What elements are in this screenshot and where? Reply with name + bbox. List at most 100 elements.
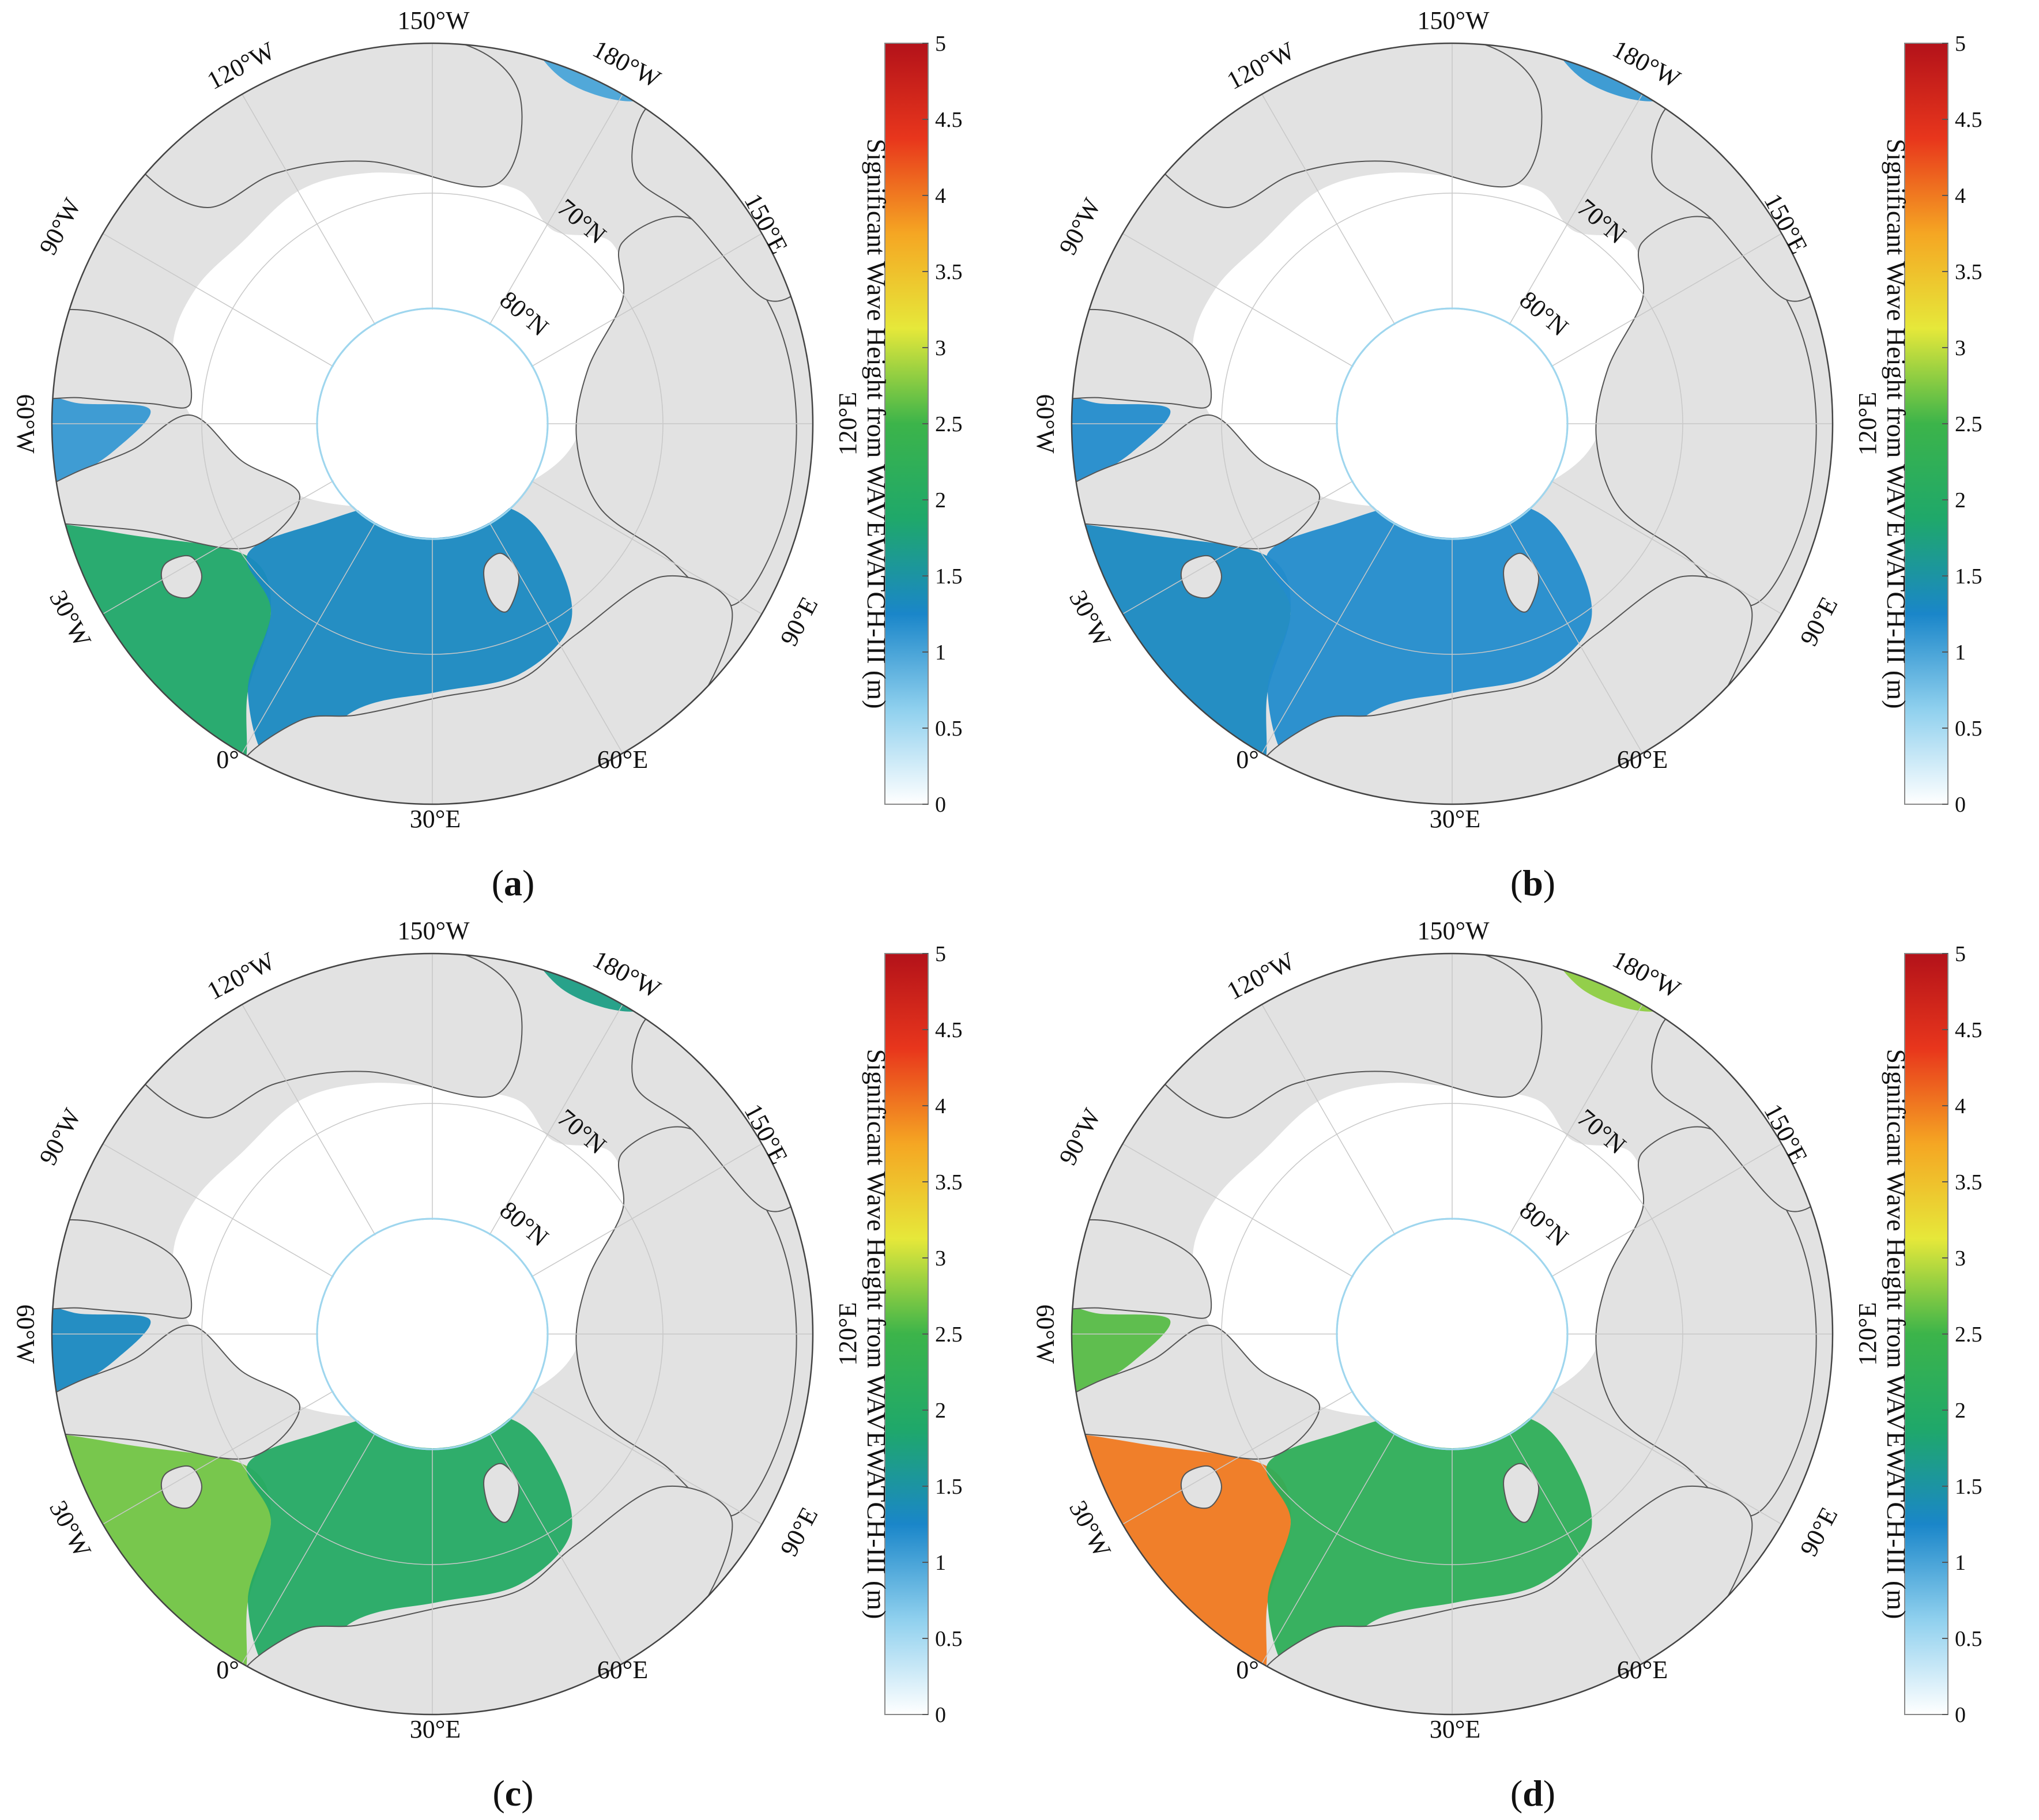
longitude-label: 30°E (410, 805, 461, 833)
colorbar-title: Significant Wave Height from WAVEWATCH-I… (1882, 139, 1911, 709)
wave-field-baffin (52, 392, 151, 495)
longitude-label: 90°W (33, 1103, 86, 1169)
longitude-label: 30°E (1430, 1715, 1480, 1743)
map-border (1071, 952, 1834, 1716)
island (160, 1465, 203, 1509)
longitude-label: 120°E (1853, 1302, 1882, 1366)
longitude-label: 90°E (775, 1502, 824, 1561)
longitude-label: 150°W (397, 917, 470, 945)
island (1180, 1465, 1223, 1509)
map-panel-a: 150°W 180°W 120°W 150°E 90°W 60°W 120°E 30°W 90°… (0, 0, 1019, 910)
landmass (1261, 575, 1753, 804)
colorbar-tick-label: 4 (935, 1094, 946, 1118)
longitude-label: 120°E (834, 1302, 862, 1366)
colorbar-tick-label: 5 (1955, 942, 1966, 966)
longitude-label: 60°W (12, 1304, 40, 1364)
wave-field-greenland-sea (52, 522, 271, 767)
wave-field-baffin (52, 1302, 151, 1405)
colorbar-tick-label: 2.5 (935, 1322, 963, 1347)
colorbar-tick-label: 0.5 (1955, 717, 1983, 741)
longitude-label: 30°W (44, 1496, 97, 1562)
colorbar-tick-label: 1.5 (1955, 564, 1983, 589)
colorbar-tick-label: 3 (935, 336, 946, 360)
map-panel-b: 150°W 180°W 120°W 150°E 90°W 60°W 120°E 30°W 90°… (1020, 0, 2039, 910)
longitude-label: 90°W (1053, 1103, 1106, 1169)
map-body (52, 43, 813, 804)
landmass (52, 1324, 301, 1460)
map-body (52, 954, 813, 1715)
longitude-label: 0° (216, 745, 239, 774)
colorbar-tick-label: 4 (1955, 1094, 1966, 1118)
map-panel-d: 150°W 180°W 120°W 150°E 90°W 60°W 120°E 30°W 90°… (1020, 910, 2039, 1820)
colorbar-tick-label: 3.5 (1955, 1170, 1983, 1195)
polar-cap (318, 310, 547, 538)
longitude-label: 30°E (1430, 805, 1480, 833)
island (1503, 552, 1540, 613)
colorbar (884, 953, 929, 1715)
panel-caption: (d) (1510, 1773, 1556, 1814)
colorbar-tick-label: 5 (935, 32, 946, 56)
landmass (52, 414, 301, 549)
colorbar-tick-label: 4.5 (1955, 1018, 1983, 1042)
map-panel-c: 150°W 180°W 120°W 150°E 90°W 60°W 120°E 30°W 90°… (0, 910, 1019, 1820)
colorbar-tick-label: 3.5 (935, 1170, 963, 1195)
colorbar (1904, 953, 1948, 1715)
wave-field-baffin (1072, 1302, 1171, 1405)
longitude-label: 60°E (1617, 1656, 1668, 1684)
colorbar-tick-label: 4.5 (935, 1018, 963, 1042)
panel-caption: (a) (491, 862, 535, 903)
map-border (51, 42, 814, 805)
colorbar-tick-label: 2 (1955, 1399, 1966, 1423)
parallel-70n (201, 193, 664, 655)
landmass (52, 308, 193, 409)
colorbar-tick-label: 0 (935, 1703, 946, 1727)
longitude-label: 150°W (1417, 6, 1490, 35)
longitude-label: 60°E (597, 1656, 648, 1684)
colorbar-tick-label: 1.5 (935, 564, 963, 589)
longitude-label: 30°W (1064, 586, 1117, 651)
island (483, 1463, 520, 1523)
longitude-label: 90°E (775, 592, 824, 650)
parallel-70n (1221, 1103, 1683, 1565)
parallel-70n (1221, 193, 1683, 655)
wave-field-greenland-sea (52, 1433, 271, 1678)
island (483, 552, 520, 613)
colorbar-tick-label: 3.5 (1955, 260, 1983, 284)
longitude-label: 60°W (12, 394, 40, 454)
colorbar-tick-label: 1 (935, 1551, 946, 1575)
landmass (241, 1485, 733, 1715)
longitude-label: 30°W (44, 586, 97, 651)
colorbar-tick-label: 2.5 (1955, 1322, 1983, 1347)
longitude-label: 30°E (410, 1715, 461, 1743)
colorbar-tick-label: 2 (1955, 488, 1966, 513)
colorbar-title: Significant Wave Height from WAVEWATCH-I… (1882, 1049, 1911, 1619)
landmass (52, 1219, 193, 1319)
landmass (241, 575, 733, 804)
longitude-label: 30°W (1064, 1496, 1117, 1562)
longitude-label: 0° (216, 1656, 239, 1684)
parallel-80n-ring (1336, 307, 1569, 540)
longitude-label: 90°W (33, 193, 86, 259)
colorbar-tick-label: 0 (1955, 1703, 1966, 1727)
longitude-label: 150°W (1417, 917, 1490, 945)
parallel-80n-ring (316, 1218, 549, 1450)
parallel-70n (201, 1103, 664, 1565)
longitude-label: 90°E (1795, 1502, 1844, 1561)
colorbar-tick-label: 0.5 (1955, 1627, 1983, 1651)
colorbar-tick-label: 1 (935, 640, 946, 665)
colorbar-tick-label: 3 (1955, 336, 1966, 360)
colorbar-tick-label: 1.5 (1955, 1475, 1983, 1499)
longitude-label: 120°E (1853, 392, 1882, 455)
colorbar-tick-label: 0.5 (935, 717, 963, 741)
colorbar-tick-label: 2 (935, 1399, 946, 1423)
island (1180, 555, 1223, 599)
colorbar-tick-label: 5 (1955, 32, 1966, 56)
colorbar (1904, 43, 1948, 805)
colorbar-title: Significant Wave Height from WAVEWATCH-I… (862, 1049, 891, 1619)
landmass (1072, 414, 1321, 549)
longitude-label: 150°W (397, 6, 470, 35)
parallel-80n-ring (316, 307, 549, 540)
